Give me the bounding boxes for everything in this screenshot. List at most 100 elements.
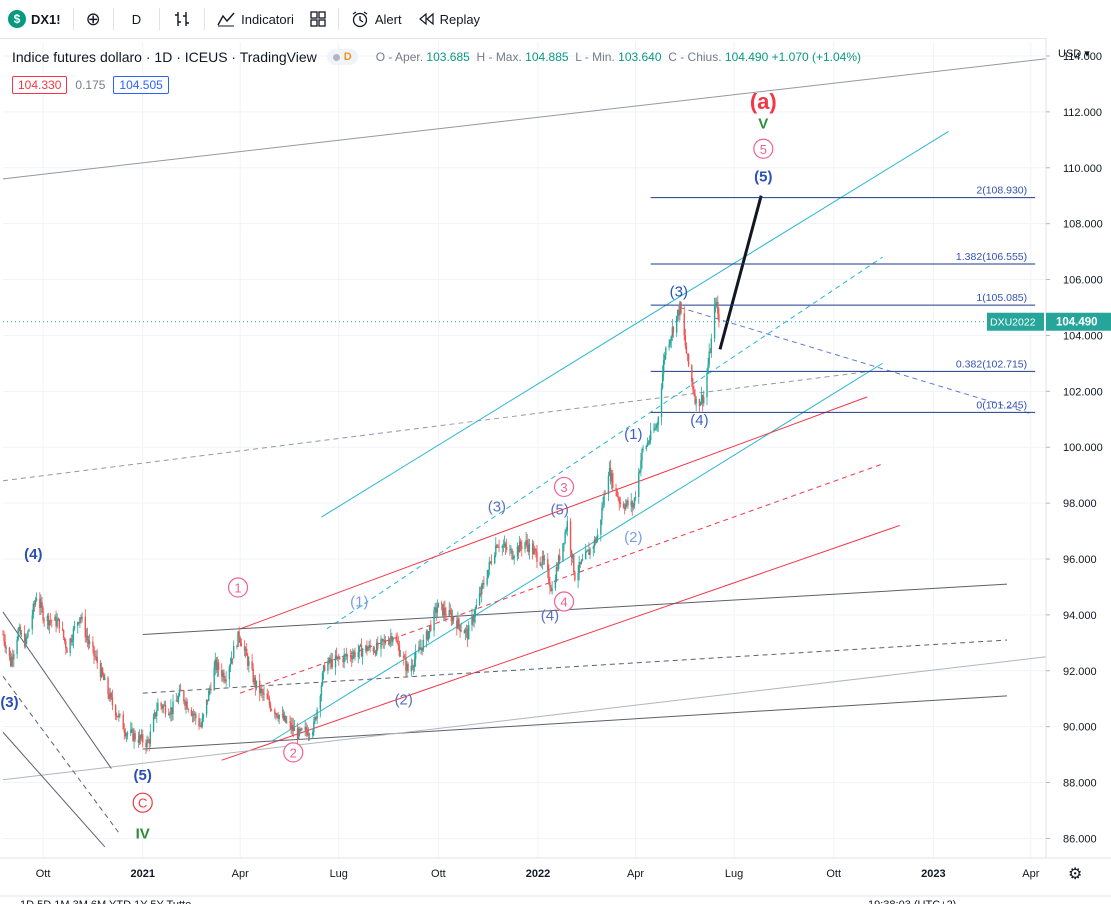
trendline-red-channel-lower — [221, 524, 900, 761]
candle-body — [445, 613, 447, 616]
candle-body — [359, 644, 362, 646]
candle-body — [289, 721, 291, 723]
dollar-icon: $ — [8, 10, 26, 28]
candle-body — [695, 398, 697, 404]
candle-body — [175, 700, 177, 702]
candle-body — [660, 388, 663, 418]
candle-body — [525, 540, 527, 543]
badge-label: D — [343, 51, 352, 63]
candle-body — [475, 604, 478, 609]
fib-level-label: 0(101.245) — [976, 399, 1027, 411]
candle-body — [4, 641, 6, 648]
candle-body — [107, 677, 109, 694]
candle-body — [677, 309, 679, 316]
candle-body — [247, 655, 249, 666]
price-tick-label: 92.000 — [1063, 666, 1097, 678]
candle-body — [305, 727, 307, 732]
candle-body — [631, 501, 633, 508]
candle-body — [360, 644, 363, 657]
candle-body — [254, 677, 257, 688]
candle-body — [198, 718, 200, 727]
candle-body — [457, 618, 459, 629]
candle-body — [671, 327, 674, 337]
candle-body — [589, 548, 591, 556]
candle-body — [504, 543, 507, 547]
last-price-label: 104.490 — [1056, 317, 1098, 329]
candle-body — [132, 729, 134, 741]
trendline-black-channel-bottom — [142, 695, 1008, 750]
price-tick-label: 104.000 — [1063, 330, 1103, 342]
indicators-button[interactable]: Indicatori — [209, 0, 302, 38]
high-label: H - Max. — [476, 50, 522, 64]
candle-body — [594, 539, 597, 543]
trendline-black-downtrend-2 — [2, 731, 106, 848]
candle-body — [571, 554, 574, 559]
data-source-badge[interactable]: D — [326, 49, 358, 65]
candle-body — [487, 569, 489, 578]
trendline-red-channel-mid — [240, 463, 883, 694]
candle-body — [716, 301, 718, 304]
candle-body — [343, 654, 345, 663]
candle-body — [187, 708, 189, 710]
candle-body — [315, 717, 317, 720]
candle-body — [99, 663, 102, 678]
currency-selector[interactable]: USD ▾ — [1058, 48, 1090, 60]
candle-body — [399, 655, 402, 657]
candle-body — [483, 583, 485, 585]
candle-body — [307, 734, 310, 736]
candle-body — [27, 631, 29, 637]
buy-button[interactable]: 104.505 — [113, 76, 169, 94]
candle-body — [255, 680, 258, 688]
candle-body — [699, 402, 702, 406]
candle-body — [313, 721, 315, 733]
templates-button[interactable] — [302, 0, 334, 38]
price-chart[interactable]: 2(108.930) 1.382(106.555) 1(105.085) 0.382(… — [0, 38, 1111, 904]
candle-body — [162, 705, 164, 709]
candle-body — [346, 655, 349, 657]
indicators-icon — [217, 12, 235, 27]
candle-body — [125, 734, 128, 737]
time-tick-label: Lug — [725, 868, 743, 880]
candle-body — [626, 500, 628, 505]
candle-body — [81, 616, 83, 620]
candle-body — [238, 631, 240, 638]
candle-body — [604, 493, 606, 495]
candle-body — [600, 519, 602, 535]
candle-body — [427, 630, 430, 640]
candle-body — [593, 539, 596, 547]
candle-body — [336, 656, 339, 659]
trendline-black-downtrend-1 — [2, 611, 112, 769]
interval-button[interactable]: D — [118, 0, 155, 38]
candle-body — [85, 635, 88, 638]
trendline-black-downtrend-dashed — [2, 676, 120, 834]
candle-body — [320, 685, 323, 697]
divider — [204, 8, 206, 30]
candle-body — [630, 501, 632, 506]
candle-body — [224, 680, 226, 682]
candle-body — [17, 629, 19, 640]
candle-body — [140, 734, 143, 739]
candle-body — [718, 313, 720, 322]
sell-button[interactable]: 104.330 — [12, 76, 68, 94]
candle-body — [146, 739, 148, 748]
candle-body — [73, 626, 76, 629]
candle-body — [69, 638, 71, 653]
candle-body — [612, 473, 614, 489]
candle-body — [407, 664, 409, 672]
alert-button[interactable]: Alert — [343, 0, 410, 38]
candle-body — [194, 713, 196, 715]
candle-body — [34, 600, 37, 605]
candle-body — [390, 636, 392, 640]
settings-gear-icon[interactable]: ⚙ — [1068, 866, 1083, 883]
candle-body — [290, 722, 292, 730]
symbol-search[interactable]: $ DX1! — [0, 0, 69, 38]
wave-label: 4 — [560, 594, 567, 609]
candle-body — [342, 658, 344, 663]
candle-body — [354, 651, 356, 658]
wave-label-circle — [283, 742, 304, 763]
candle-body — [322, 665, 325, 673]
compare-button[interactable]: ⊕ — [78, 0, 109, 38]
chart-style-button[interactable] — [164, 0, 200, 38]
replay-button[interactable]: Replay — [410, 0, 488, 38]
trendline-cyan-channel-upper — [321, 130, 949, 518]
